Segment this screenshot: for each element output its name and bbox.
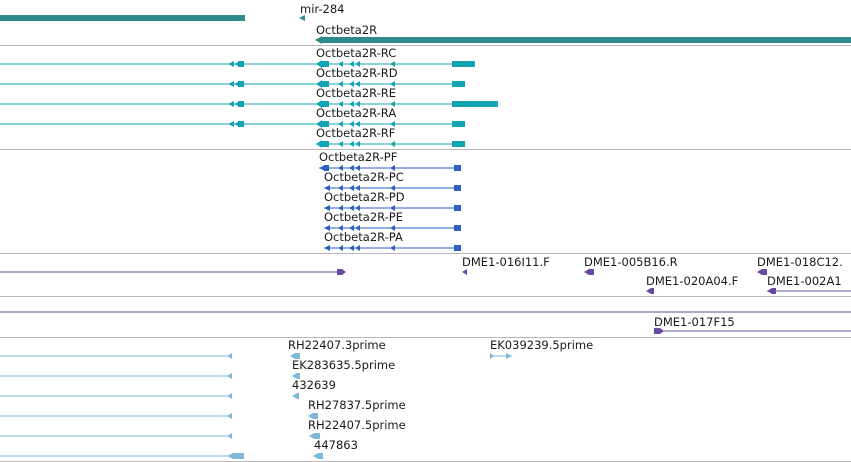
mirna-feature-arrow[interactable] [299,15,305,21]
clone-feature[interactable] [0,269,851,294]
clone-label[interactable]: DME1-016I11.F [462,255,550,269]
protein-label[interactable]: Octbeta2R-PD [324,190,405,204]
est-label[interactable]: RH27837.5prime [308,398,406,412]
clone-label[interactable]: DME1-002A1 [767,274,842,288]
gene-label[interactable]: Octbeta2R [316,23,378,37]
track-separator [0,149,851,150]
transcript-label[interactable]: Octbeta2R-RD [316,66,398,80]
clone-label[interactable]: DME1-005B16.R [584,255,678,269]
est-label[interactable]: EK283635.5prime [292,358,396,372]
transcript-label[interactable]: Octbeta2R-RC [316,46,397,60]
protein-label[interactable]: Octbeta2R-PE [324,210,404,224]
transcript-feature[interactable] [0,100,498,108]
transcript-label[interactable]: Octbeta2R-RA [316,106,397,120]
clone-feature[interactable] [0,311,851,334]
protein-feature[interactable] [319,165,461,171]
track-separator [0,45,851,46]
gene-feature-bar[interactable] [0,15,245,21]
transcript-label[interactable]: Octbeta2R-RE [316,86,397,100]
clone-label[interactable]: DME1-018C12. [757,255,843,269]
protein-feature[interactable] [324,185,461,191]
protein-feature[interactable] [324,225,461,231]
est-label[interactable]: 447863 [314,438,358,452]
protein-label[interactable]: Octbeta2R-PF [319,150,398,164]
transcript-feature[interactable] [0,120,465,128]
transcript-feature[interactable] [316,140,465,148]
est-label[interactable]: RH22407.5prime [308,418,406,432]
track-separator [0,296,851,297]
gene-feature-bar[interactable] [321,37,851,43]
est-feature[interactable] [0,353,512,459]
clone-label[interactable]: DME1-017F15 [654,315,735,329]
transcript-feature[interactable] [0,80,465,88]
est-label[interactable]: RH22407.3prime [288,338,386,352]
protein-feature[interactable] [324,245,461,251]
clone-label[interactable]: DME1-020A04.F [646,274,739,288]
mirna-label[interactable]: mir-284 [300,2,345,16]
gene-feature-arrow[interactable] [315,36,322,44]
track-separator [0,253,851,254]
protein-label[interactable]: Octbeta2R-PA [324,230,403,244]
track-separator [0,337,851,338]
est-label[interactable]: 432639 [292,378,336,392]
protein-label[interactable]: Octbeta2R-PC [324,170,404,184]
protein-feature[interactable] [324,205,461,211]
transcript-label[interactable]: Octbeta2R-RF [316,126,396,140]
est-label[interactable]: EK039239.5prime [490,338,594,352]
transcript-feature[interactable] [0,60,475,68]
